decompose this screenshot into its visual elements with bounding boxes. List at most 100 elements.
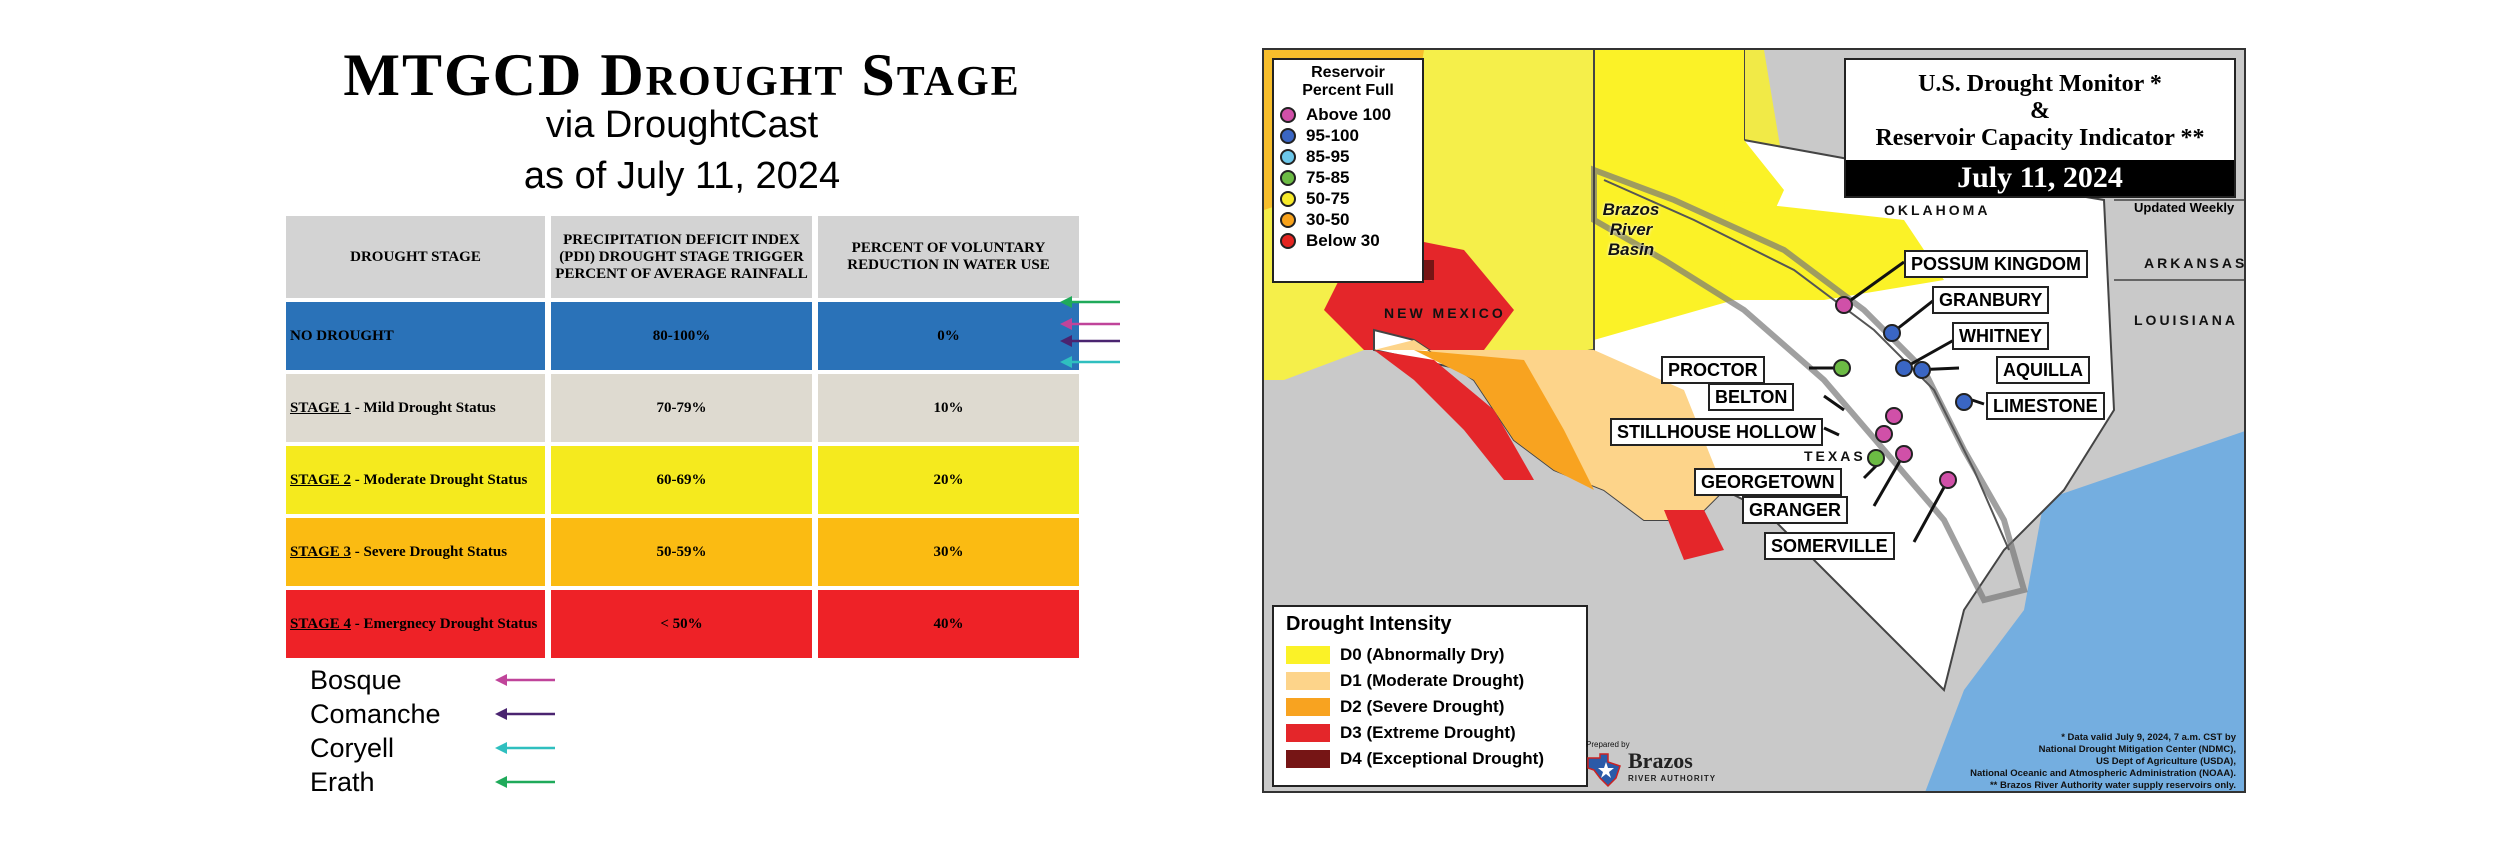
prepared-by-label: Prepared by bbox=[1586, 740, 1630, 749]
arrow-left-icon bbox=[495, 708, 555, 720]
marker-granbury bbox=[1883, 324, 1901, 342]
county-label: Comanche bbox=[310, 699, 441, 729]
marker-somerville bbox=[1939, 471, 1957, 489]
brazos-basin-label: Brazos River Basin bbox=[1602, 200, 1660, 259]
county-legend: Bosque Comanche Coryell Erath bbox=[310, 665, 555, 801]
reservoir-legend: Reservoir Percent Full Above 100 95-100 … bbox=[1272, 58, 1424, 283]
reservoir-label-granbury: GRANBURY bbox=[1932, 286, 2050, 314]
arrow-erath bbox=[1060, 296, 1120, 308]
legend-item-85-95: 85-95 bbox=[1280, 146, 1416, 167]
drought-map: Reservoir Percent Full Above 100 95-100 … bbox=[1262, 48, 2246, 793]
county-item-erath: Erath bbox=[310, 767, 555, 801]
intensity-item-d3: D3 (Extreme Drought) bbox=[1286, 720, 1574, 746]
swatch-icon bbox=[1286, 672, 1330, 690]
intensity-item-d2: D2 (Severe Drought) bbox=[1286, 694, 1574, 720]
table-row: STAGE 2 - Moderate Drought Status 60-69%… bbox=[286, 446, 1079, 514]
footnote-line: US Dept of Agriculture (USDA), bbox=[2095, 756, 2236, 767]
legend-label: Below 30 bbox=[1306, 230, 1380, 250]
marker-granger bbox=[1895, 445, 1913, 463]
reservoir-label-limestone: LIMESTONE bbox=[1986, 392, 2105, 420]
table-header-row: DROUGHT STAGE PRECIPITATION DEFICIT INDE… bbox=[286, 216, 1079, 298]
header-drought-stage: DROUGHT STAGE bbox=[286, 216, 545, 298]
stage-cell: STAGE 3 - Severe Drought Status bbox=[286, 518, 545, 586]
subtitle-source: via DroughtCast bbox=[545, 104, 819, 146]
legend-label: 95-100 bbox=[1306, 125, 1359, 145]
stage-number: STAGE 3 bbox=[290, 543, 351, 560]
stage-cell: NO DROUGHT bbox=[286, 302, 545, 370]
stage-label: - Moderate Drought Status bbox=[351, 471, 528, 488]
pdi-cell: < 50% bbox=[551, 590, 812, 658]
reduction-cell: 20% bbox=[818, 446, 1079, 514]
state-label-arkansas: ARKANSAS bbox=[2144, 255, 2246, 271]
arrow-left-icon bbox=[495, 742, 555, 754]
reservoir-label-possum-kingdom: POSSUM KINGDOM bbox=[1904, 250, 2089, 278]
brazos-logo-subtext: RIVER AUTHORITY bbox=[1628, 774, 1717, 783]
reduction-cell: 0% bbox=[818, 302, 1079, 370]
reservoir-label-proctor: PROCTOR bbox=[1661, 356, 1765, 384]
circle-icon bbox=[1280, 190, 1296, 207]
intensity-label: D4 (Exceptional Drought) bbox=[1340, 749, 1545, 768]
map-title-line1: U.S. Drought Monitor * bbox=[1918, 71, 2162, 97]
legend-label: Above 100 bbox=[1306, 104, 1392, 124]
legend-item-75-85: 75-85 bbox=[1280, 167, 1416, 188]
intensity-label: D1 (Moderate Drought) bbox=[1340, 671, 1525, 690]
map-title-box: U.S. Drought Monitor * & Reservoir Capac… bbox=[1844, 58, 2236, 198]
intensity-item-d1: D1 (Moderate Drought) bbox=[1286, 668, 1574, 694]
circle-icon bbox=[1280, 232, 1296, 249]
footnote-line: * Data valid July 9, 2024, 7 a.m. CST by bbox=[2061, 732, 2236, 743]
marker-aquilla bbox=[1913, 361, 1931, 379]
reservoir-label-stillhouse-hollow: STILLHOUSE HOLLOW bbox=[1610, 418, 1823, 446]
intensity-label: D3 (Extreme Drought) bbox=[1340, 723, 1516, 742]
reservoir-label-granger: GRANGER bbox=[1742, 496, 1849, 524]
reservoir-label-georgetown: GEORGETOWN bbox=[1694, 468, 1842, 496]
reservoir-label-somerville: SOMERVILLE bbox=[1764, 532, 1895, 560]
legend-label: 30-50 bbox=[1306, 209, 1350, 229]
intensity-item-d0: D0 (Abnormally Dry) bbox=[1286, 642, 1574, 668]
state-label-texas: TEXAS bbox=[1804, 448, 1866, 464]
table-row: STAGE 1 - Mild Drought Status 70-79% 10% bbox=[286, 374, 1079, 442]
pdi-cell: 70-79% bbox=[551, 374, 812, 442]
reservoir-legend-title: Reservoir Percent Full bbox=[1302, 64, 1394, 99]
swatch-icon bbox=[1286, 646, 1330, 664]
subtitle-date: as of July 11, 2024 bbox=[523, 155, 841, 197]
legend-item-below-30: Below 30 bbox=[1280, 230, 1416, 251]
stage-cell: STAGE 1 - Mild Drought Status bbox=[286, 374, 545, 442]
map-title-line2: & bbox=[2030, 98, 2050, 124]
map-title-line3: Reservoir Capacity Indicator ** bbox=[1875, 125, 2205, 151]
texas-star-logo-icon bbox=[1587, 753, 1621, 788]
stage-label: NO DROUGHT bbox=[290, 327, 394, 344]
header-reduction: PERCENT OF VOLUNTARY REDUCTION IN WATER … bbox=[818, 216, 1079, 298]
arrow-left-icon bbox=[495, 776, 555, 788]
footnote-line: National Oceanic and Atmospheric Adminis… bbox=[1970, 768, 2236, 779]
marker-whitney bbox=[1895, 359, 1913, 377]
table-row: STAGE 4 - Emergnecy Drought Status < 50%… bbox=[286, 590, 1079, 658]
pdi-cell: 50-59% bbox=[551, 518, 812, 586]
pdi-cell: 80-100% bbox=[551, 302, 812, 370]
swatch-icon bbox=[1286, 724, 1330, 742]
marker-georgetown bbox=[1867, 449, 1885, 467]
state-label-new-mexico: NEW MEXICO bbox=[1384, 305, 1506, 321]
marker-stillhouse-hollow bbox=[1875, 425, 1893, 443]
county-item-comanche: Comanche bbox=[310, 699, 555, 733]
map-date: July 11, 2024 bbox=[1846, 160, 2234, 196]
legend-label: 85-95 bbox=[1306, 146, 1350, 166]
page-title: MTGCD Drought Stage bbox=[343, 42, 1021, 108]
circle-icon bbox=[1280, 106, 1296, 123]
county-item-coryell: Coryell bbox=[310, 733, 555, 767]
marker-proctor bbox=[1833, 359, 1851, 377]
state-label-louisiana: LOUISIANA bbox=[2134, 312, 2238, 328]
circle-icon bbox=[1280, 211, 1296, 228]
reservoir-markers bbox=[1809, 260, 1985, 543]
state-label-oklahoma: OKLAHOMA bbox=[1884, 202, 1991, 218]
stage-cell: STAGE 2 - Moderate Drought Status bbox=[286, 446, 545, 514]
drought-intensity-legend: Drought Intensity D0 (Abnormally Dry) D1… bbox=[1272, 605, 1588, 787]
footnote-line: National Drought Mitigation Center (NDMC… bbox=[2038, 744, 2236, 755]
intensity-label: D2 (Severe Drought) bbox=[1340, 697, 1505, 716]
marker-possum-kingdom bbox=[1835, 296, 1853, 314]
reduction-cell: 40% bbox=[818, 590, 1079, 658]
brazos-logo-text: Brazos bbox=[1628, 748, 1693, 773]
marker-limestone bbox=[1955, 393, 1973, 411]
stage-label: - Emergnecy Drought Status bbox=[351, 615, 538, 632]
swatch-icon bbox=[1286, 750, 1330, 768]
table-row: NO DROUGHT 80-100% 0% bbox=[286, 302, 1079, 370]
